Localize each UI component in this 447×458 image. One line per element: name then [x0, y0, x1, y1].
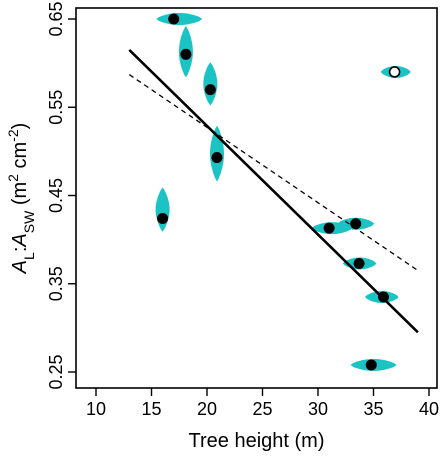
y-tick-label-0.25: 0.25 [46, 354, 66, 389]
y-title-sup-1: 2 [5, 174, 21, 182]
y-title-colon: : [9, 247, 31, 253]
y-tick-label-0.45: 0.45 [46, 178, 66, 213]
data-point-3 [204, 84, 216, 96]
open-data-point-11 [388, 66, 401, 78]
dashed-regression-line [128, 74, 419, 272]
x-tick-label-35: 35 [363, 399, 383, 419]
data-point-8 [353, 257, 365, 269]
x-tick-label-30: 30 [308, 399, 328, 419]
y-title-b: A [9, 233, 31, 247]
x-axis-ticks: 10 15 20 25 30 35 40 [86, 388, 439, 419]
y-tick-label-0.65: 0.65 [46, 1, 66, 36]
y-title-a-subscript: L [21, 252, 37, 260]
distribution-layer [155, 13, 411, 371]
distribution-5 [155, 187, 170, 232]
y-title-sup-2: -2 [5, 129, 21, 142]
y-title-b-subscript: SW [21, 210, 37, 233]
distribution-1 [156, 13, 203, 25]
x-tick-label-40: 40 [419, 399, 439, 419]
plot-frame [75, 7, 438, 389]
data-point-1 [168, 13, 180, 25]
y-title-units-close: ) [9, 123, 31, 130]
data-point-10 [365, 359, 377, 371]
x-tick-label-15: 15 [141, 399, 161, 419]
x-axis-title: Tree height (m) [189, 430, 325, 452]
y-axis-ticks: 0.25 0.35 0.45 0.55 0.65 [46, 1, 76, 390]
y-tick-label-0.55: 0.55 [46, 90, 66, 125]
data-point-5 [157, 212, 169, 224]
data-point-7 [350, 218, 362, 230]
x-tick-label-25: 25 [252, 399, 272, 419]
y-title-units-open: (m [9, 182, 31, 211]
y-axis-title: AL:ASW (m2 cm-2) [5, 123, 37, 275]
solid-regression-line [128, 48, 419, 334]
data-point-9 [377, 291, 389, 303]
x-tick-label-10: 10 [86, 399, 106, 419]
data-point-4 [211, 152, 223, 164]
distribution-3 [203, 62, 218, 106]
data-point-2 [180, 48, 192, 60]
data-point-6 [323, 222, 335, 234]
y-title-a: A [9, 260, 31, 274]
y-title-units-mid: cm [9, 142, 31, 174]
data-points [157, 13, 401, 371]
x-tick-label-20: 20 [197, 399, 217, 419]
regression-lines [128, 48, 419, 334]
y-tick-label-0.35: 0.35 [46, 266, 66, 301]
